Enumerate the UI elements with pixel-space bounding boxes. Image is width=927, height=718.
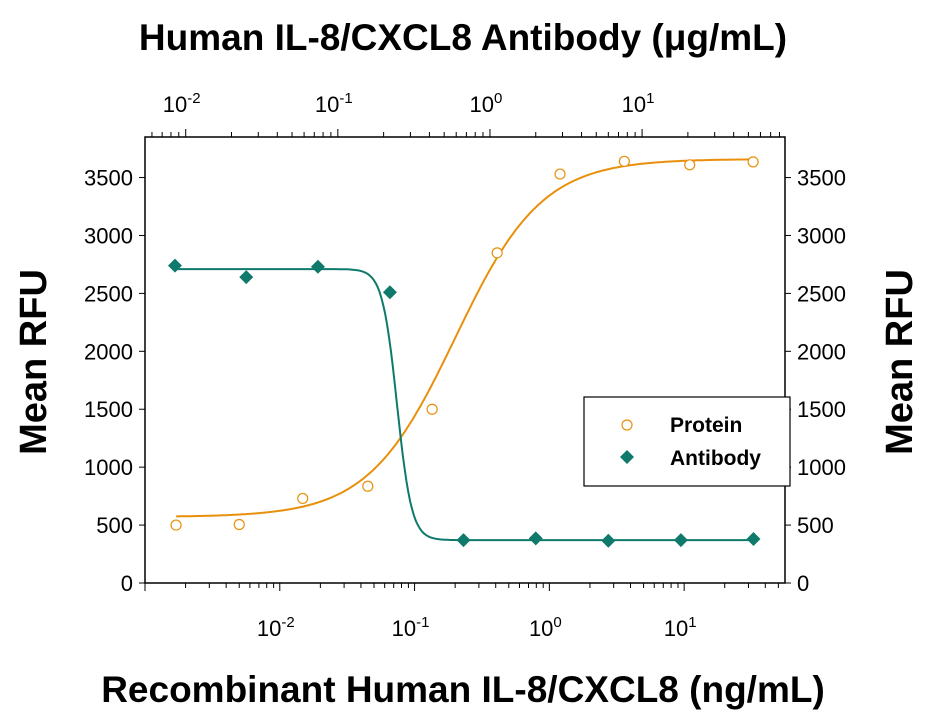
data-point-protein bbox=[297, 492, 309, 505]
data-point-antibody bbox=[456, 533, 471, 548]
y-tick-label-right: 2000 bbox=[797, 339, 846, 364]
x-tick-label-top: 10-1 bbox=[315, 90, 353, 117]
x-tick-label-top: 100 bbox=[470, 90, 503, 117]
data-point-protein bbox=[747, 156, 759, 168]
x-tick-label-bottom: 101 bbox=[664, 614, 697, 641]
data-point-antibody bbox=[528, 531, 543, 546]
data-point-protein bbox=[362, 480, 374, 492]
fit-curve-protein bbox=[176, 158, 754, 518]
y-tick-label-left: 3000 bbox=[84, 223, 133, 248]
y-tick-label-left: 3500 bbox=[84, 166, 133, 191]
y-tick-label-right: 1000 bbox=[797, 455, 846, 480]
y-tick-label-left: 1000 bbox=[84, 455, 133, 480]
y-tick-label-left: 1500 bbox=[84, 397, 133, 422]
y-tick-label-left: 500 bbox=[96, 513, 133, 538]
legend-marker-protein bbox=[621, 419, 633, 431]
x-tick-label-top: 10-2 bbox=[163, 90, 201, 117]
y-axis-label-left: Mean RFU bbox=[13, 269, 55, 455]
data-point-antibody bbox=[382, 285, 397, 300]
y-tick-label-left: 2000 bbox=[84, 339, 133, 364]
y-tick-label-left: 0 bbox=[121, 571, 133, 596]
data-point-protein bbox=[684, 159, 696, 171]
x-tick-label-bottom: 100 bbox=[529, 614, 562, 641]
data-point-protein bbox=[554, 168, 566, 180]
data-point-protein bbox=[170, 519, 182, 531]
y-tick-label-right: 2500 bbox=[797, 281, 846, 306]
data-point-protein bbox=[618, 155, 630, 167]
data-point-antibody bbox=[746, 531, 761, 546]
legend-box bbox=[583, 396, 791, 487]
y-tick-label-right: 1500 bbox=[797, 397, 846, 422]
y-tick-label-right: 3000 bbox=[797, 223, 846, 248]
y-tick-label-left: 2500 bbox=[84, 281, 133, 306]
x-tick-label-top: 101 bbox=[622, 90, 655, 117]
data-point-antibody bbox=[239, 270, 254, 285]
x-tick-label-bottom: 10-1 bbox=[392, 614, 430, 641]
y-tick-label-right: 3500 bbox=[797, 166, 846, 191]
chart-title: Human IL-8/CXCL8 Antibody (μg/mL) bbox=[139, 17, 787, 58]
x-tick-label-bottom: 10-2 bbox=[257, 614, 295, 641]
data-point-antibody bbox=[310, 259, 325, 274]
data-point-protein bbox=[491, 247, 503, 259]
y-tick-label-right: 0 bbox=[797, 571, 809, 596]
x-axis-label: Recombinant Human IL-8/CXCL8 (ng/mL) bbox=[101, 669, 825, 710]
plot-area bbox=[144, 136, 786, 584]
legend: Protein Antibody bbox=[583, 396, 791, 487]
y-axis-label-right: Mean RFU bbox=[879, 269, 921, 455]
data-point-antibody bbox=[601, 533, 616, 548]
data-point-protein bbox=[233, 518, 245, 531]
legend-label-protein: Protein bbox=[670, 414, 742, 437]
y-tick-label-right: 500 bbox=[797, 513, 834, 538]
data-point-antibody bbox=[673, 533, 688, 548]
data-point-protein bbox=[426, 403, 438, 415]
legend-label-antibody: Antibody bbox=[670, 447, 761, 470]
data-point-antibody bbox=[167, 258, 182, 273]
legend-marker-antibody bbox=[620, 450, 634, 464]
